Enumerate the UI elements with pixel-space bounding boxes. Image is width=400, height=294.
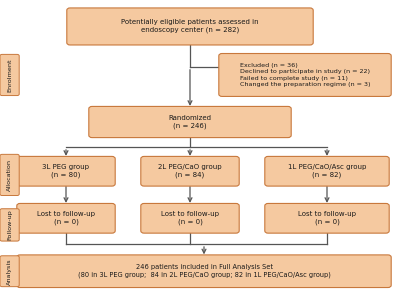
- FancyBboxPatch shape: [17, 255, 391, 288]
- Text: 1L PEG/CaO/Asc group
(n = 82): 1L PEG/CaO/Asc group (n = 82): [288, 164, 366, 178]
- FancyBboxPatch shape: [265, 203, 389, 233]
- FancyBboxPatch shape: [0, 209, 19, 241]
- FancyBboxPatch shape: [89, 106, 291, 138]
- FancyBboxPatch shape: [67, 8, 313, 45]
- Text: Follow-up: Follow-up: [7, 210, 12, 240]
- FancyBboxPatch shape: [0, 154, 19, 196]
- FancyBboxPatch shape: [0, 256, 19, 287]
- Text: Lost to follow-up
(n = 0): Lost to follow-up (n = 0): [37, 211, 95, 225]
- FancyBboxPatch shape: [0, 54, 19, 96]
- Text: Excluded (n = 36)
Declined to participate in study (n = 22)
Failed to complete s: Excluded (n = 36) Declined to participat…: [240, 63, 370, 87]
- FancyBboxPatch shape: [141, 203, 239, 233]
- Text: Potentially eligible patients assessed in
endoscopy center (n = 282): Potentially eligible patients assessed i…: [121, 19, 259, 34]
- Text: Randomized
(n = 246): Randomized (n = 246): [168, 115, 212, 129]
- Text: Lost to follow-up
(n = 0): Lost to follow-up (n = 0): [298, 211, 356, 225]
- Text: Allocation: Allocation: [7, 159, 12, 191]
- FancyBboxPatch shape: [219, 54, 391, 96]
- Text: Lost to follow-up
(n = 0): Lost to follow-up (n = 0): [161, 211, 219, 225]
- FancyBboxPatch shape: [141, 156, 239, 186]
- FancyBboxPatch shape: [265, 156, 389, 186]
- Text: Enrolment: Enrolment: [7, 58, 12, 92]
- Text: 3L PEG group
(n = 80): 3L PEG group (n = 80): [42, 164, 90, 178]
- FancyBboxPatch shape: [17, 156, 115, 186]
- Text: 2L PEG/CaO group
(n = 84): 2L PEG/CaO group (n = 84): [158, 164, 222, 178]
- Text: 246 patients included in Full Analysis Set
(80 in 3L PEG group;  84 in 2L PEG/Ca: 246 patients included in Full Analysis S…: [78, 264, 330, 278]
- FancyBboxPatch shape: [17, 203, 115, 233]
- Text: Analysis: Analysis: [7, 258, 12, 285]
